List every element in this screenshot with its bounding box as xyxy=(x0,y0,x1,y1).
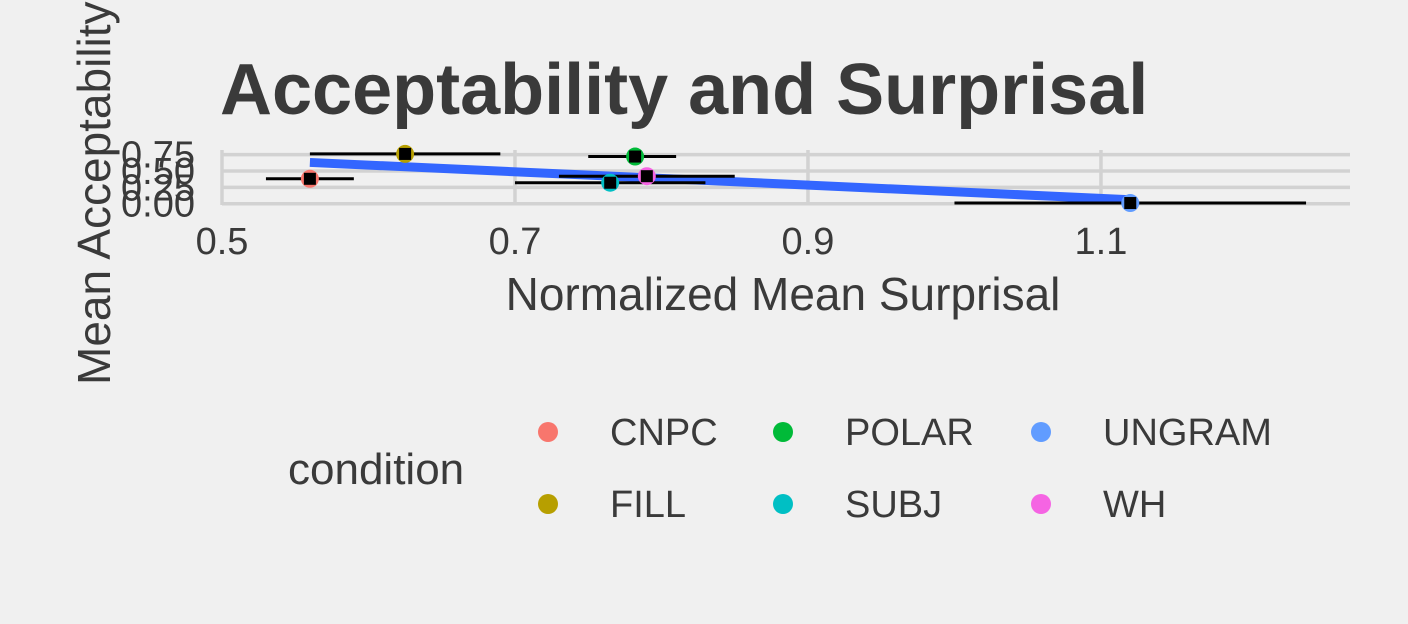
x-tick-label: 1.1 xyxy=(1075,221,1128,263)
legend-label: CNPC xyxy=(610,412,718,454)
y-tick-label: 0.50 xyxy=(121,151,195,193)
legend-label: SUBJ xyxy=(845,484,942,526)
legend-key xyxy=(773,422,793,442)
x-tick-label: 0.5 xyxy=(196,221,249,263)
fit-line-group xyxy=(309,157,1131,205)
y-tick-labels: 0.000.250.500.75 xyxy=(121,135,195,226)
x-tick-labels: 0.5 0.7 0.9 1.1 xyxy=(196,221,1128,263)
y-tick-label: 0.00 xyxy=(121,184,195,226)
mean-marker xyxy=(399,147,412,160)
legend-key xyxy=(538,494,558,514)
legend: CNPC POLAR UNGRAM FILL SUBJ WH xyxy=(538,412,1272,526)
legend-label: UNGRAM xyxy=(1103,412,1272,454)
y-axis-title: Mean Acceptability xyxy=(68,1,120,385)
legend-key xyxy=(1031,422,1051,442)
fit-line xyxy=(309,157,1131,205)
legend-label: POLAR xyxy=(845,412,974,454)
mean-marker xyxy=(629,150,642,163)
legend-key xyxy=(1031,494,1051,514)
legend-title: condition xyxy=(288,445,464,494)
y-tick-label: 0.25 xyxy=(121,167,195,209)
x-axis-title: Normalized Mean Surprisal xyxy=(506,268,1061,320)
y-tick-label: 0.75 xyxy=(121,135,195,177)
x-tick-label: 0.9 xyxy=(782,221,835,263)
grid xyxy=(220,150,1350,206)
legend-label: WH xyxy=(1103,484,1166,526)
chart-title: Acceptability and Surprisal xyxy=(220,50,1148,130)
legend-label: FILL xyxy=(610,484,686,526)
mean-marker xyxy=(1124,197,1137,210)
legend-key xyxy=(773,494,793,514)
data-points xyxy=(300,144,1140,213)
mean-marker xyxy=(303,172,316,185)
legend-key xyxy=(538,422,558,442)
error-bars xyxy=(265,152,1307,205)
x-tick-label: 0.7 xyxy=(489,221,542,263)
mean-marker xyxy=(640,170,653,183)
mean-marker xyxy=(604,176,617,189)
